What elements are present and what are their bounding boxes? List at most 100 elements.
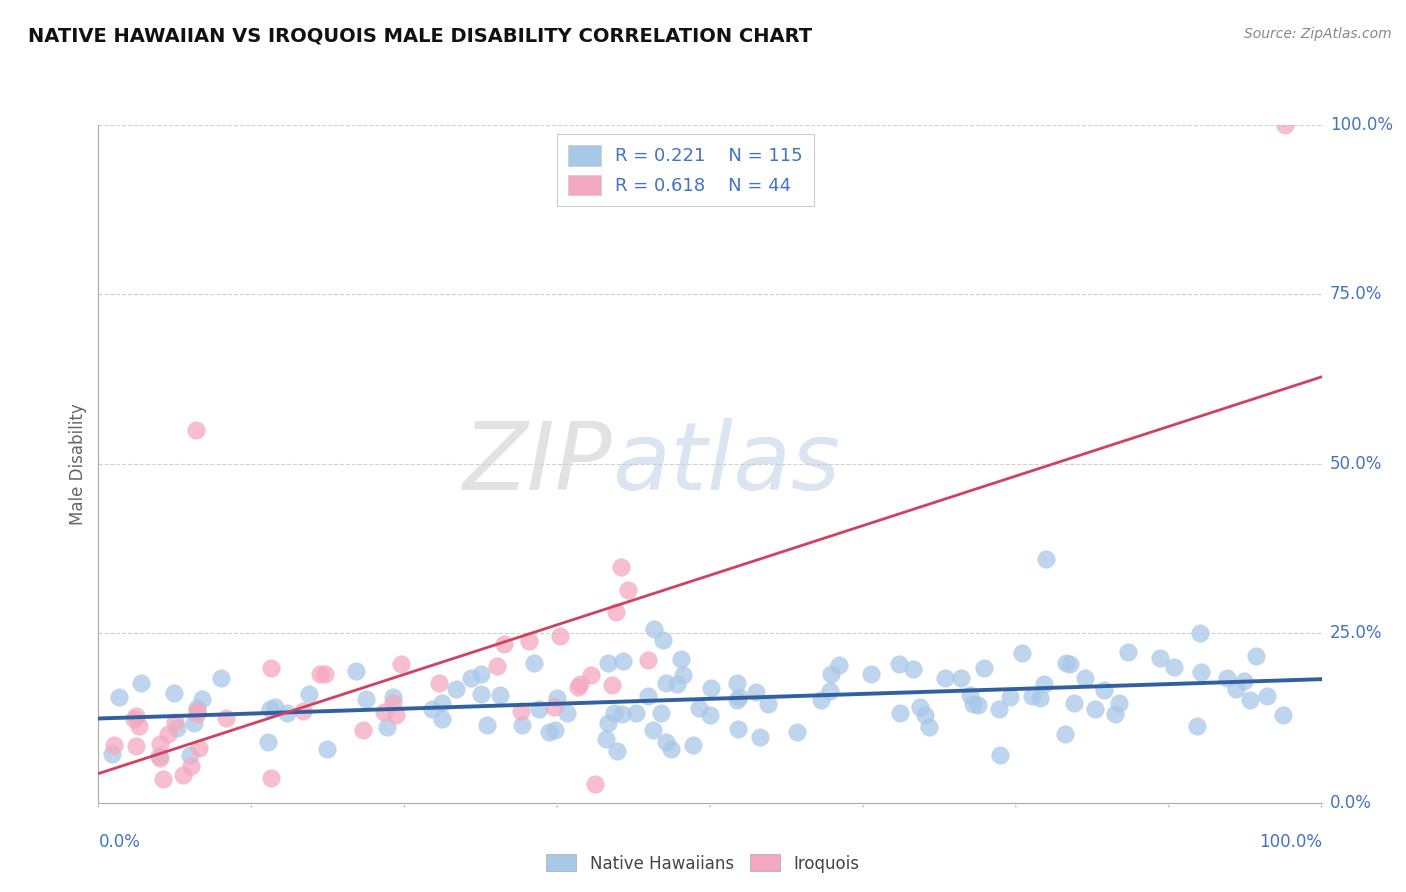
Point — [610, 560, 633, 574]
Point — [527, 701, 550, 715]
Point — [1187, 719, 1209, 733]
Legend: R = 0.221    N = 115, R = 0.618    N = 44: R = 0.221 N = 115, R = 0.618 N = 44 — [557, 134, 814, 206]
Text: 100.0%: 100.0% — [1330, 116, 1393, 134]
Point — [950, 671, 973, 685]
Point — [998, 690, 1021, 704]
Y-axis label: Male Disability: Male Disability — [69, 403, 87, 524]
Point — [637, 653, 659, 667]
Point — [543, 723, 565, 737]
Point — [596, 656, 619, 670]
Point — [1274, 118, 1296, 132]
Point — [828, 658, 851, 673]
Point — [149, 750, 172, 764]
Point — [385, 708, 408, 723]
Point — [108, 690, 131, 704]
Point — [186, 704, 208, 718]
Point — [973, 661, 995, 675]
Point — [444, 681, 467, 696]
Point — [191, 692, 214, 706]
Point — [260, 661, 283, 675]
Point — [818, 684, 841, 698]
Point — [186, 701, 208, 715]
Point — [260, 771, 283, 785]
Point — [460, 671, 482, 685]
Text: 50.0%: 50.0% — [1330, 455, 1382, 473]
Point — [179, 748, 201, 763]
Point — [988, 747, 1011, 762]
Point — [101, 747, 124, 761]
Point — [860, 666, 883, 681]
Point — [163, 715, 186, 730]
Point — [583, 777, 606, 791]
Point — [1028, 690, 1050, 705]
Point — [918, 719, 941, 733]
Point — [1035, 551, 1057, 566]
Point — [1063, 697, 1085, 711]
Point — [617, 583, 640, 598]
Point — [1239, 693, 1261, 707]
Point — [786, 725, 808, 739]
Point — [1232, 673, 1254, 688]
Point — [820, 666, 842, 681]
Point — [1092, 683, 1115, 698]
Point — [600, 678, 623, 692]
Point — [494, 637, 516, 651]
Point — [699, 708, 721, 723]
Point — [523, 656, 546, 670]
Point — [485, 659, 508, 673]
Text: ZIP: ZIP — [463, 418, 612, 509]
Point — [810, 693, 832, 707]
Point — [103, 738, 125, 752]
Point — [727, 722, 749, 736]
Text: 75.0%: 75.0% — [1330, 285, 1382, 303]
Point — [375, 720, 398, 734]
Point — [555, 706, 578, 720]
Point — [149, 737, 172, 751]
Point — [579, 668, 602, 682]
Point — [344, 665, 367, 679]
Point — [186, 423, 208, 437]
Point — [901, 662, 924, 676]
Text: NATIVE HAWAIIAN VS IROQUOIS MALE DISABILITY CORRELATION CHART: NATIVE HAWAIIAN VS IROQUOIS MALE DISABIL… — [28, 27, 813, 45]
Point — [568, 677, 591, 691]
Point — [546, 691, 568, 706]
Point — [596, 716, 619, 731]
Point — [186, 706, 208, 721]
Point — [1189, 626, 1212, 640]
Text: atlas: atlas — [612, 418, 841, 509]
Point — [725, 676, 748, 690]
Point — [914, 708, 936, 723]
Point — [381, 697, 404, 711]
Point — [967, 698, 990, 712]
Point — [641, 723, 664, 737]
Point — [430, 696, 453, 710]
Point — [610, 707, 633, 722]
Point — [470, 666, 492, 681]
Point — [292, 704, 315, 718]
Point — [1059, 657, 1081, 671]
Point — [298, 687, 321, 701]
Point — [650, 706, 672, 721]
Point — [316, 742, 339, 756]
Point — [122, 713, 145, 727]
Point — [183, 716, 205, 731]
Point — [595, 731, 617, 746]
Point — [430, 712, 453, 726]
Point — [373, 705, 395, 719]
Point — [538, 724, 561, 739]
Point — [567, 680, 589, 694]
Point — [314, 667, 336, 681]
Point — [1054, 657, 1077, 671]
Point — [934, 671, 956, 685]
Point — [1084, 702, 1107, 716]
Text: 25.0%: 25.0% — [1330, 624, 1382, 642]
Point — [125, 709, 148, 723]
Point — [353, 723, 375, 737]
Point — [908, 699, 931, 714]
Point — [427, 676, 450, 690]
Point — [389, 657, 412, 671]
Point — [172, 767, 194, 781]
Point — [422, 702, 444, 716]
Point — [309, 667, 332, 681]
Point — [745, 685, 768, 699]
